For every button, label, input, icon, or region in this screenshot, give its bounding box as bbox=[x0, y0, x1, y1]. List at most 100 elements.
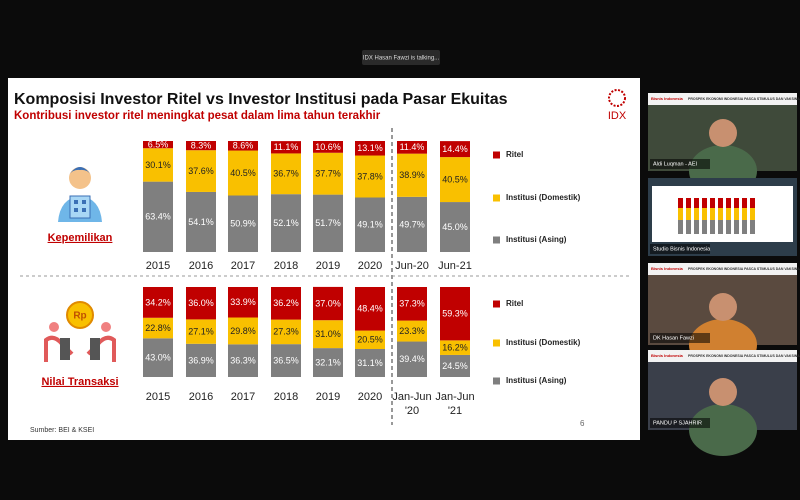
data-label: 51.7% bbox=[315, 218, 341, 228]
thumb-bar bbox=[686, 220, 691, 234]
bar-segment bbox=[355, 287, 385, 331]
bar-segment bbox=[143, 287, 173, 318]
legend-swatch bbox=[493, 339, 500, 347]
bar-segment bbox=[143, 317, 173, 339]
data-label: 36.3% bbox=[230, 356, 256, 366]
x-label-box: Jun-20 bbox=[395, 260, 429, 272]
bar-segment bbox=[397, 141, 427, 154]
person-head bbox=[709, 293, 737, 321]
bar-segment bbox=[313, 194, 343, 252]
bar-segment bbox=[397, 153, 427, 197]
thumb-bar bbox=[702, 198, 707, 208]
ownership-icon bbox=[58, 167, 102, 222]
transaction-icon: Rp bbox=[44, 301, 116, 362]
x-label-box: 2017 bbox=[231, 260, 255, 272]
participant-name: Studio Bisnis Indonesia bbox=[653, 246, 711, 252]
data-label: 24.5% bbox=[442, 361, 468, 371]
brand: Bisnis Indonesia bbox=[651, 96, 684, 101]
svg-text:Rp: Rp bbox=[73, 311, 86, 322]
bar-segment bbox=[397, 196, 427, 252]
x-tick-label: 2015 bbox=[145, 391, 171, 403]
slide bbox=[8, 78, 640, 440]
bar-segment bbox=[143, 141, 173, 149]
data-label: 11.4% bbox=[400, 142, 425, 152]
data-label: 36.0% bbox=[188, 298, 214, 308]
source-note: Sumber: BEI & KSEI bbox=[30, 427, 94, 434]
x-label-box: 2019 bbox=[315, 260, 341, 272]
data-label: 20.5% bbox=[357, 335, 383, 345]
thumb-bar bbox=[686, 198, 691, 208]
thumb-bar bbox=[750, 220, 755, 234]
data-label: 36.5% bbox=[273, 355, 299, 365]
bar-segment bbox=[228, 344, 258, 377]
x-label-box: 2018 bbox=[274, 391, 298, 403]
bar-segment bbox=[355, 141, 385, 156]
x-label-box: 2019 bbox=[316, 391, 340, 403]
bar-segment bbox=[440, 157, 470, 203]
x-tick-label: 2020 bbox=[357, 391, 383, 403]
thumb-bar bbox=[726, 198, 731, 208]
thumb-bar bbox=[742, 208, 747, 220]
bar-segment bbox=[228, 150, 258, 196]
bar-segment bbox=[228, 317, 258, 345]
legend-label: Institusi (Asing) bbox=[506, 235, 567, 244]
x-tick-label: Jun-21 bbox=[438, 260, 472, 272]
x-label-box: Jun-21 bbox=[438, 260, 472, 272]
status-pill bbox=[362, 50, 440, 65]
data-label: 8.6% bbox=[233, 141, 254, 151]
data-label: 36.9% bbox=[188, 355, 214, 365]
bar-segment bbox=[440, 340, 470, 355]
data-label: 49.1% bbox=[357, 220, 383, 230]
data-label: 37.7% bbox=[315, 169, 341, 179]
slide-title: Komposisi Investor Ritel vs Investor Ins… bbox=[14, 91, 508, 108]
data-label: 36.2% bbox=[273, 298, 299, 308]
data-label: 36.7% bbox=[273, 169, 299, 179]
x-label-box: 2016 bbox=[189, 391, 213, 403]
data-label: 63.4% bbox=[145, 212, 171, 222]
x-tick-label: 2016 bbox=[188, 260, 214, 272]
bar-segment bbox=[397, 320, 427, 342]
bar-segment bbox=[143, 148, 173, 182]
bar-segment bbox=[355, 330, 385, 350]
bar-segment bbox=[440, 202, 470, 252]
thumb-bar bbox=[734, 220, 739, 234]
x-tick-label: 2015 bbox=[145, 260, 171, 272]
data-label: 59.3% bbox=[442, 309, 468, 319]
x-tick-label: 2018 bbox=[273, 260, 299, 272]
thumb-bar bbox=[694, 198, 699, 208]
thumb-bar bbox=[678, 208, 683, 220]
thumb-bar bbox=[710, 198, 715, 208]
x-tick-label: 2019 bbox=[315, 260, 341, 272]
data-label: 27.1% bbox=[188, 326, 214, 336]
data-label: 31.1% bbox=[357, 358, 383, 368]
thumb-bar bbox=[710, 220, 715, 234]
bar-segment bbox=[186, 191, 216, 252]
bar-segment bbox=[228, 195, 258, 252]
thumb-bar bbox=[702, 208, 707, 220]
x-label-box: 2015 bbox=[145, 391, 171, 403]
thumb-bar bbox=[702, 220, 707, 234]
bar-segment bbox=[271, 141, 301, 154]
bar-segment bbox=[440, 141, 470, 158]
bar-segment bbox=[313, 286, 343, 321]
data-label: 38.9% bbox=[399, 170, 425, 180]
banner-text: PROSPEK EKONOMI INDONESIA PASCA STIMULUS… bbox=[688, 97, 800, 101]
thumb-bar bbox=[710, 208, 715, 220]
data-label: 37.6% bbox=[188, 166, 214, 176]
thumb-bar bbox=[742, 220, 747, 234]
bar-segment bbox=[397, 341, 427, 377]
legend-swatch bbox=[493, 236, 500, 244]
data-label: 29.8% bbox=[230, 326, 256, 336]
data-label: 33.9% bbox=[230, 297, 256, 307]
brand: Bisnis Indonesia bbox=[651, 266, 684, 271]
bar-segment bbox=[186, 141, 216, 151]
data-label: 31.0% bbox=[315, 329, 341, 339]
data-label: 52.1% bbox=[273, 218, 299, 228]
speaking-status: IDX Hasan Fawzi is talking... bbox=[363, 56, 440, 62]
data-label: 39.4% bbox=[399, 354, 425, 364]
bar-segment bbox=[313, 152, 343, 195]
person bbox=[689, 404, 757, 456]
data-label: 16.2% bbox=[442, 343, 468, 353]
x-label-box: 2020 bbox=[358, 260, 382, 272]
thumb-bar bbox=[750, 198, 755, 208]
